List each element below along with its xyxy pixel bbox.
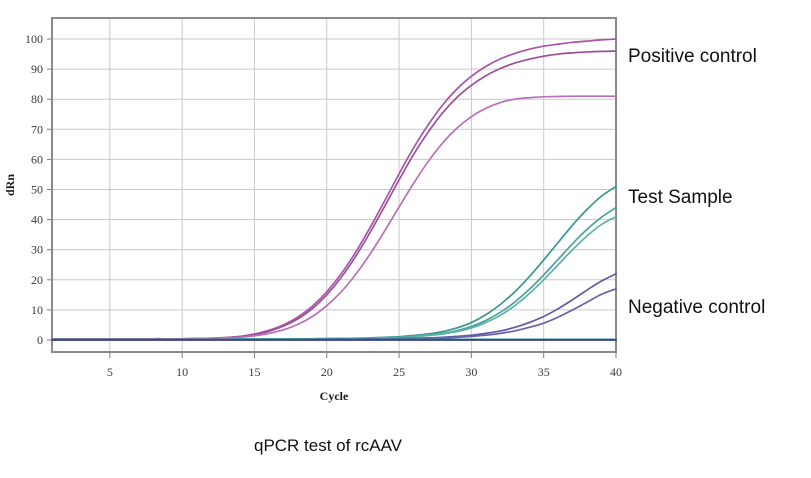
x-tick-label: 5 xyxy=(107,365,113,379)
series-annotations: Positive control Test Sample Negative cont… xyxy=(628,46,765,318)
x-tick-label: 20 xyxy=(321,365,333,379)
x-axis-title: Cycle xyxy=(320,389,349,403)
y-tick-label: 90 xyxy=(31,62,43,76)
x-tick-label: 25 xyxy=(393,365,405,379)
plot-frame xyxy=(51,17,617,353)
y-tick-label: 70 xyxy=(31,122,43,136)
annotation-negative-control: Negative control xyxy=(628,297,765,318)
y-tick-label: 60 xyxy=(31,152,43,166)
y-tick-label: 0 xyxy=(37,333,43,347)
y-tick-label: 40 xyxy=(31,213,43,227)
y-axis-title: dRn xyxy=(3,174,17,196)
x-tick-label: 35 xyxy=(538,365,550,379)
y-tick-label: 50 xyxy=(31,183,43,197)
curve-series-layer xyxy=(51,38,617,341)
y-tick-label: 100 xyxy=(25,32,43,46)
x-tick-label: 30 xyxy=(465,365,477,379)
x-tick-label: 10 xyxy=(176,365,188,379)
x-tick-label: 40 xyxy=(610,365,622,379)
figure-caption: qPCR test of rcAAV xyxy=(254,436,403,455)
y-tick-label: 20 xyxy=(31,273,43,287)
x-axis-ticks: 5 10 15 20 25 30 35 40 xyxy=(107,352,622,379)
gridlines xyxy=(52,18,616,352)
y-tick-label: 30 xyxy=(31,243,43,257)
x-tick-label: 15 xyxy=(248,365,260,379)
annotation-test-sample: Test Sample xyxy=(628,187,733,208)
annotation-positive-control: Positive control xyxy=(628,46,757,67)
y-tick-label: 80 xyxy=(31,92,43,106)
y-tick-label: 10 xyxy=(31,303,43,317)
